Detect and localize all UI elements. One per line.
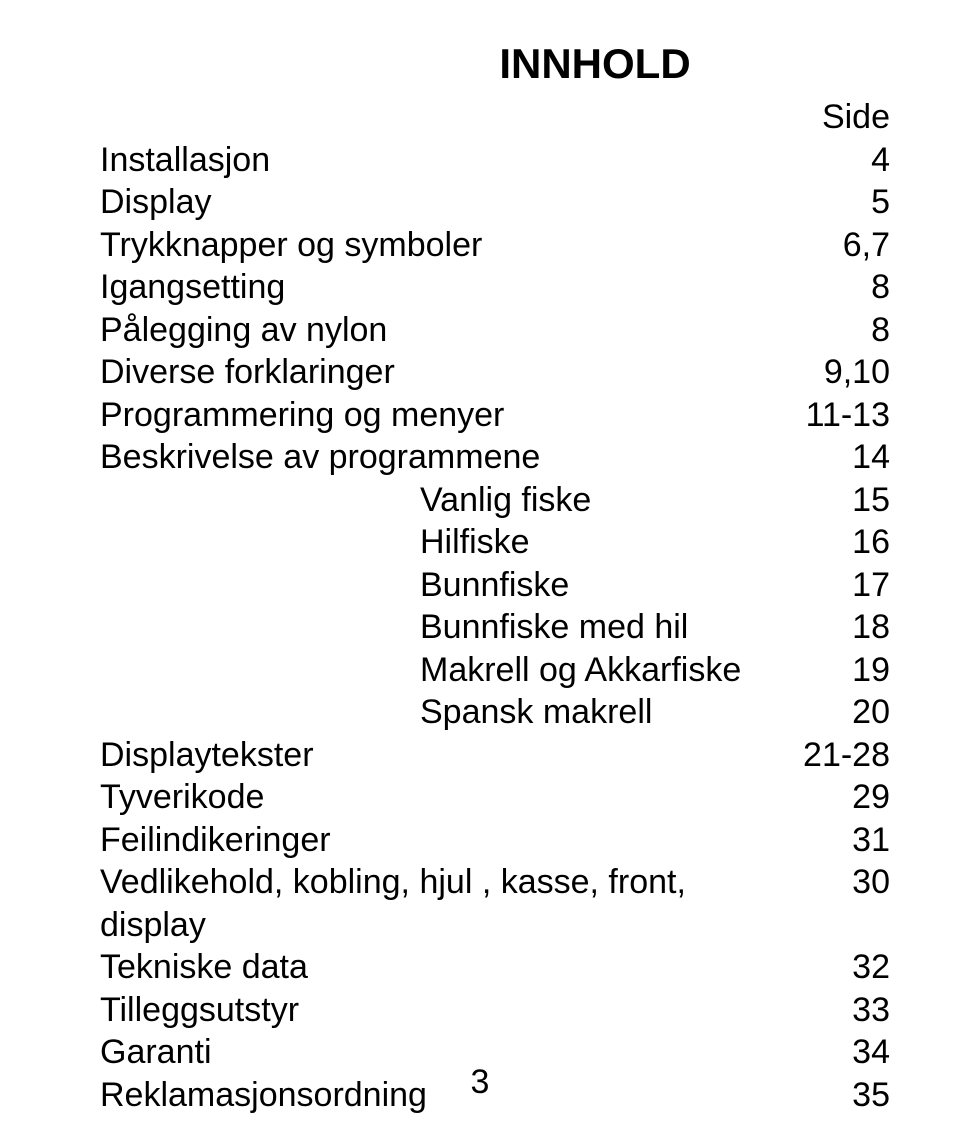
toc-label: Makrell og Akkarfiske xyxy=(100,649,790,692)
toc-page: 31 xyxy=(790,819,890,862)
side-header-label: Side xyxy=(790,96,890,139)
toc-page: 30 xyxy=(790,861,890,946)
side-header-spacer xyxy=(100,96,790,139)
toc-page: 6,7 xyxy=(790,224,890,267)
document-title: INNHOLD xyxy=(300,40,890,88)
toc-label: Diverse forklaringer xyxy=(100,351,790,394)
toc-page: 14 xyxy=(790,436,890,479)
toc-row: Spansk makrell20 xyxy=(100,691,890,734)
toc-row: Beskrivelse av programmene14 xyxy=(100,436,890,479)
toc-label: Igangsetting xyxy=(100,266,790,309)
toc-page: 32 xyxy=(790,946,890,989)
toc-label: Feilindikeringer xyxy=(100,819,790,862)
side-header-row: Side xyxy=(100,96,890,139)
toc-label: Beskrivelse av programmene xyxy=(100,436,790,479)
toc-page: 8 xyxy=(790,309,890,352)
toc-row: Igangsetting8 xyxy=(100,266,890,309)
toc-page: 5 xyxy=(790,181,890,224)
toc-page: 11-13 xyxy=(790,394,890,437)
toc-page: 19 xyxy=(790,649,890,692)
toc-label: Display xyxy=(100,181,790,224)
toc-row: Display5 xyxy=(100,181,890,224)
toc-row: Makrell og Akkarfiske19 xyxy=(100,649,890,692)
toc-row: Trykknapper og symboler6,7 xyxy=(100,224,890,267)
toc-label: Trykknapper og symboler xyxy=(100,224,790,267)
toc-label: Vedlikehold, kobling, hjul , kasse, fron… xyxy=(100,861,790,946)
toc-row: Diverse forklaringer9,10 xyxy=(100,351,890,394)
toc-label: Displaytekster xyxy=(100,734,790,777)
toc-label: Spansk makrell xyxy=(100,691,790,734)
toc-row: Pålegging av nylon8 xyxy=(100,309,890,352)
toc-row: Vedlikehold, kobling, hjul , kasse, fron… xyxy=(100,861,890,946)
toc-label: Bunnfiske med hil xyxy=(100,606,790,649)
toc-row: Displaytekster21-28 xyxy=(100,734,890,777)
toc-row: Feilindikeringer31 xyxy=(100,819,890,862)
toc-label: Hilfiske xyxy=(100,521,790,564)
toc-label: Vanlig fiske xyxy=(100,479,790,522)
toc-page: 21-28 xyxy=(790,734,890,777)
toc-row: Hilfiske16 xyxy=(100,521,890,564)
toc-container: Installasjon4Display5Trykknapper og symb… xyxy=(100,139,890,1117)
toc-page: 4 xyxy=(790,139,890,182)
toc-row: Programmering og menyer11-13 xyxy=(100,394,890,437)
toc-row: Installasjon4 xyxy=(100,139,890,182)
toc-label: Installasjon xyxy=(100,139,790,182)
toc-page: 17 xyxy=(790,564,890,607)
toc-page: 20 xyxy=(790,691,890,734)
toc-label: Tekniske data xyxy=(100,946,790,989)
toc-row: Tekniske data32 xyxy=(100,946,890,989)
page-container: INNHOLD Side Installasjon4Display5Trykkn… xyxy=(0,0,960,1116)
toc-page: 9,10 xyxy=(790,351,890,394)
toc-row: Bunnfiske17 xyxy=(100,564,890,607)
page-number: 3 xyxy=(0,1063,960,1102)
toc-row: Vanlig fiske15 xyxy=(100,479,890,522)
toc-label: Bunnfiske xyxy=(100,564,790,607)
toc-page: 18 xyxy=(790,606,890,649)
toc-row: Bunnfiske med hil18 xyxy=(100,606,890,649)
toc-page: 29 xyxy=(790,776,890,819)
toc-page: 16 xyxy=(790,521,890,564)
toc-label: Programmering og menyer xyxy=(100,394,790,437)
toc-label: Pålegging av nylon xyxy=(100,309,790,352)
toc-page: 8 xyxy=(790,266,890,309)
toc-label: Tilleggsutstyr xyxy=(100,989,790,1032)
toc-page: 33 xyxy=(790,989,890,1032)
toc-label: Tyverikode xyxy=(100,776,790,819)
toc-row: Tyverikode29 xyxy=(100,776,890,819)
toc-row: Tilleggsutstyr33 xyxy=(100,989,890,1032)
toc-page: 15 xyxy=(790,479,890,522)
